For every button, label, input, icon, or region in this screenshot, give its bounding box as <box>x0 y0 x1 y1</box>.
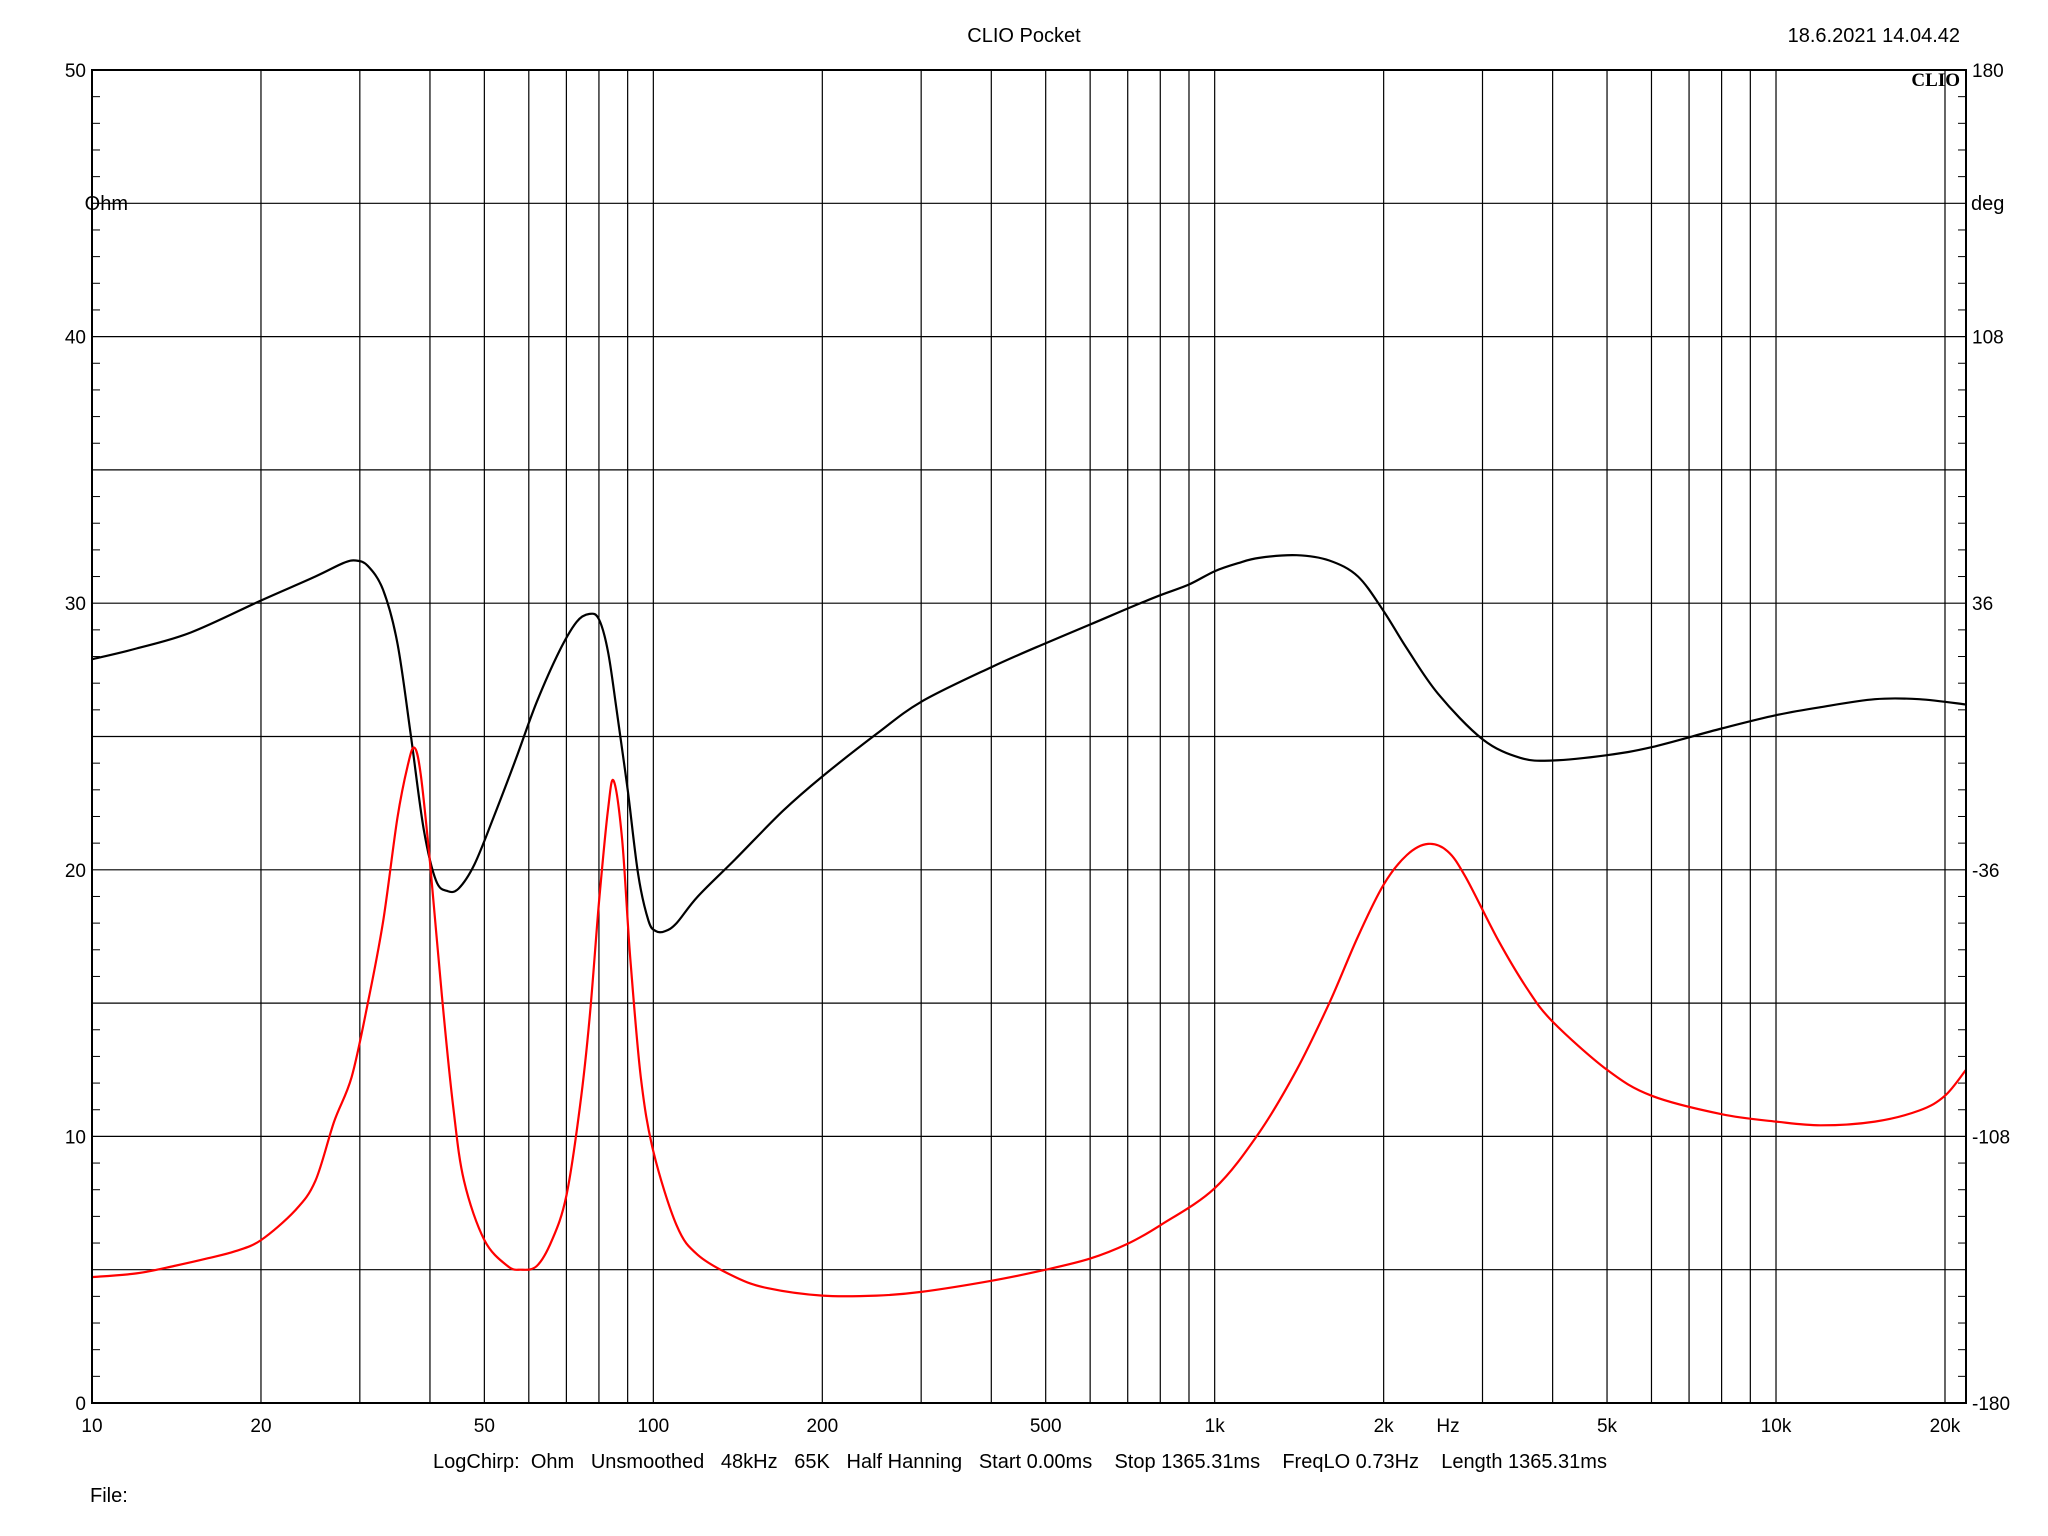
x-tick-label: 10k <box>1761 1416 1792 1437</box>
y-right-tick-label: 108 <box>1972 328 2004 349</box>
y-right-tick-label: -36 <box>1972 861 1999 882</box>
plot-frame <box>91 69 1967 1404</box>
x-tick-label: 1k <box>1205 1416 1226 1437</box>
timestamp: 18.6.2021 14.04.42 <box>1788 25 1960 47</box>
right-axis-unit: deg <box>1971 193 2004 215</box>
y-right-tick-label: 180 <box>1972 61 2004 82</box>
x-tick-label: 20k <box>1930 1416 1961 1437</box>
y-right-tick-label: -108 <box>1972 1127 2010 1148</box>
y-right-tick-label: -180 <box>1972 1394 2010 1415</box>
y-left-tick-label: 50 <box>65 61 86 82</box>
x-tick-label: 50 <box>474 1416 495 1437</box>
x-tick-label: 5k <box>1597 1416 1618 1437</box>
y-left-tick-label: 40 <box>65 328 86 349</box>
y-left-tick-label: 20 <box>65 861 86 882</box>
x-tick-label: 20 <box>250 1416 271 1437</box>
clio-logo: CLIO <box>1911 70 1960 91</box>
x-tick-label: 200 <box>806 1416 838 1437</box>
y-left-tick-label: 30 <box>65 594 86 615</box>
y-left-tick-label: 0 <box>75 1394 86 1415</box>
x-tick-label: 500 <box>1030 1416 1062 1437</box>
x-axis-unit: Hz <box>1436 1416 1459 1437</box>
y-right-tick-label: 36 <box>1972 594 1993 615</box>
x-tick-label: 10 <box>81 1416 102 1437</box>
chart-title: CLIO Pocket <box>967 25 1081 47</box>
traces <box>91 554 1967 1298</box>
y-left-tick-label: 10 <box>65 1127 86 1148</box>
x-tick-label: 100 <box>637 1416 669 1437</box>
tick-labels: 10 20 50 100 200 500 1k 2k 5k 10k 20k01020304050-1… <box>65 61 2010 1437</box>
phase-trace <box>91 746 1967 1298</box>
file-label: File: <box>90 1485 128 1507</box>
measurement-settings: LogChirp: Ohm Unsmoothed 48kHz 65K Half … <box>433 1451 1607 1473</box>
left-axis-unit: Ohm <box>85 193 128 215</box>
x-tick-label: 2k <box>1374 1416 1395 1437</box>
